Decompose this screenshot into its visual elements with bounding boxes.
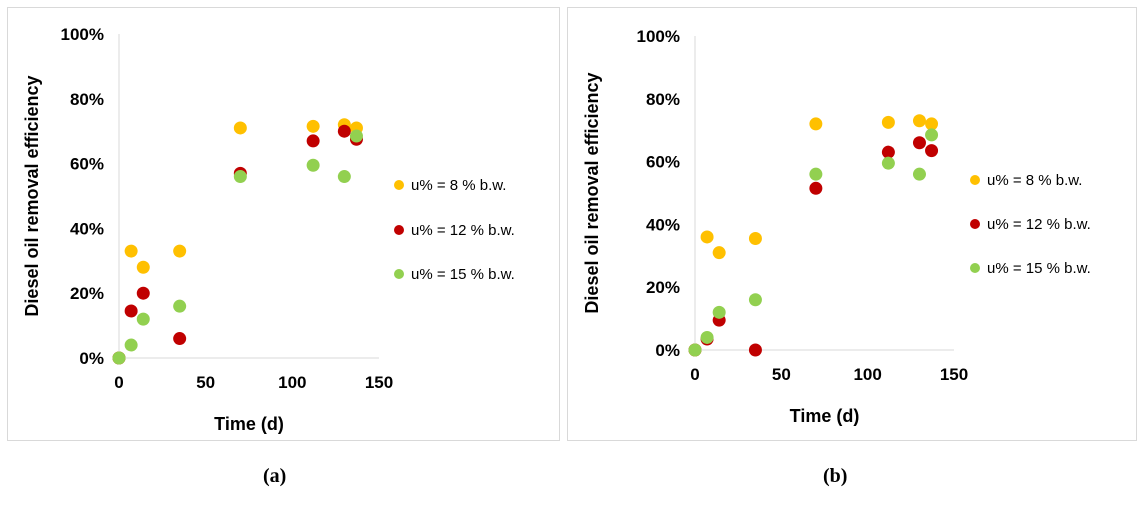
y-tick-label: 40% xyxy=(70,219,104,238)
y-tick-label: 0% xyxy=(655,341,680,360)
data-point xyxy=(809,117,823,131)
y-tick-label: 60% xyxy=(70,155,104,174)
data-point xyxy=(173,244,187,258)
data-point xyxy=(748,293,762,307)
y-tick-label: 60% xyxy=(646,153,680,172)
data-point xyxy=(337,170,351,184)
data-point xyxy=(912,136,926,150)
data-point xyxy=(233,121,247,135)
legend-label: u% = 15 % b.w. xyxy=(987,260,1091,277)
x-axis-title: Time (d) xyxy=(214,414,284,434)
legend-label: u% = 8 % b.w. xyxy=(411,177,506,194)
data-point xyxy=(712,246,726,260)
legend-label: u% = 12 % b.w. xyxy=(411,222,515,239)
data-point xyxy=(748,343,762,357)
legend-marker xyxy=(394,225,404,235)
legend-label: u% = 15 % b.w. xyxy=(411,266,515,283)
data-point xyxy=(925,128,939,142)
data-point xyxy=(136,260,150,274)
legend-label: u% = 12 % b.w. xyxy=(987,216,1091,233)
data-point xyxy=(881,115,895,129)
data-point xyxy=(912,167,926,181)
data-point xyxy=(700,230,714,244)
x-tick-label: 0 xyxy=(114,373,123,392)
y-tick-label: 0% xyxy=(79,349,104,368)
data-point xyxy=(337,124,351,138)
y-tick-label: 100% xyxy=(637,27,680,46)
data-point xyxy=(173,299,187,313)
data-point xyxy=(112,351,126,365)
data-point xyxy=(809,181,823,195)
x-tick-label: 100 xyxy=(853,365,881,384)
legend-marker xyxy=(970,263,980,273)
data-point xyxy=(306,134,320,148)
data-point xyxy=(688,343,702,357)
data-point xyxy=(809,167,823,181)
legend-marker xyxy=(394,269,404,279)
data-point xyxy=(136,286,150,300)
data-point xyxy=(748,232,762,246)
data-point xyxy=(881,145,895,159)
data-point xyxy=(925,144,939,158)
data-point xyxy=(306,119,320,133)
x-tick-label: 50 xyxy=(772,365,791,384)
chart-a: 0% 20% 40% 60% 80% 100% 0 50 100 150 Time (d) Diese… xyxy=(22,25,515,434)
caption-b: (b) xyxy=(823,465,848,487)
y-tick-label: 20% xyxy=(646,278,680,297)
y-tick-label: 40% xyxy=(646,215,680,234)
data-point xyxy=(173,332,187,346)
x-tick-label: 100 xyxy=(278,373,306,392)
data-point xyxy=(124,304,138,318)
legend-marker xyxy=(970,219,980,229)
data-point xyxy=(136,312,150,326)
y-axis-title: Diesel oil removal efficiency xyxy=(582,72,602,313)
data-point xyxy=(881,156,895,170)
data-point xyxy=(712,305,726,319)
data-point xyxy=(233,170,247,184)
data-point xyxy=(912,114,926,128)
y-tick-label: 20% xyxy=(70,284,104,303)
data-point xyxy=(124,338,138,352)
y-tick-label: 100% xyxy=(61,25,104,44)
data-point xyxy=(306,158,320,172)
x-axis-title: Time (d) xyxy=(790,406,860,426)
y-tick-label: 80% xyxy=(70,90,104,109)
y-axis-title: Diesel oil removal efficiency xyxy=(22,75,42,316)
data-point xyxy=(700,330,714,344)
x-tick-label: 150 xyxy=(940,365,968,384)
x-tick-label: 50 xyxy=(196,373,215,392)
y-tick-label: 80% xyxy=(646,90,680,109)
legend-marker xyxy=(970,175,980,185)
data-point xyxy=(349,129,363,143)
x-tick-label: 0 xyxy=(690,365,699,384)
caption-a: (a) xyxy=(263,465,287,487)
data-point xyxy=(124,244,138,258)
chart-panel-b: 0% 20% 40% 60% 80% 100% 0 50 100 150 Time (d) Diese… xyxy=(567,7,1137,441)
data-point xyxy=(925,117,939,131)
x-tick-label: 150 xyxy=(365,373,393,392)
chart-panel-a: 0% 20% 40% 60% 80% 100% 0 50 100 150 Time (d) Diese… xyxy=(7,7,560,441)
legend-marker xyxy=(394,180,404,190)
legend-label: u% = 8 % b.w. xyxy=(987,172,1082,189)
chart-b: 0% 20% 40% 60% 80% 100% 0 50 100 150 Time (d) Diese… xyxy=(582,27,1091,426)
